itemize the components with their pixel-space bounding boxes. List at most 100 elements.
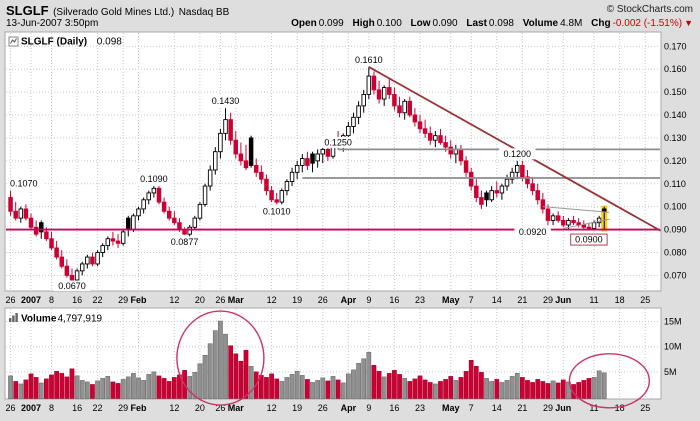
x-axis-label: 26 [6, 295, 16, 305]
price-axis-label: 0.090 [664, 225, 687, 235]
x-axis-label: 29 [118, 295, 128, 305]
volume-bar [520, 377, 525, 399]
x-axis-label: 11 [589, 403, 598, 413]
x-axis-label: 19 [292, 403, 302, 413]
exchange-name: Nasdaq BB [178, 7, 230, 18]
price-annotation: 0.0670 [58, 281, 86, 291]
candle-body [520, 164, 525, 178]
volume-bar [238, 361, 244, 399]
candle-body [146, 192, 151, 201]
candle-body [540, 199, 546, 210]
candle-body [479, 197, 484, 205]
price-axis-label: 0.150 [664, 87, 687, 97]
price-axis-label: 0.110 [664, 179, 686, 189]
candle-body [95, 252, 100, 265]
volume-bar [591, 377, 597, 399]
candle-body [54, 247, 59, 258]
x-axis-label: 18 [615, 295, 625, 305]
volume-axis-label: 10M [664, 342, 682, 352]
price-panel-label: SLGLF (Daily) [21, 37, 87, 48]
volume-bar [412, 378, 418, 399]
volume-bar [84, 381, 90, 399]
price-annotation: 0.1200 [503, 149, 531, 159]
volume-bar [443, 379, 448, 399]
candle-body [566, 219, 571, 226]
candle-body [402, 100, 407, 114]
company-name: (Silverado Gold Mines Ltd.) [53, 7, 175, 18]
volume-bar [207, 343, 213, 399]
x-axis-label: 7 [469, 403, 474, 413]
candle-body [187, 226, 192, 235]
price-annotation: 0.1090 [140, 174, 168, 184]
volume-bar [376, 371, 382, 399]
icon-bar [9, 318, 12, 322]
annotation-box [207, 95, 244, 107]
volume-panel-label: Volume [21, 314, 57, 325]
x-axis-label: 26 [215, 403, 225, 413]
volume-bar [463, 371, 469, 399]
volume-bar [484, 378, 489, 399]
volume-bar [555, 382, 561, 399]
price-plot: 0.1070 0.0670 0.1090 0.0877 0.1430 0.1010 0.16… [6, 33, 661, 291]
volume-label: Volume [522, 18, 559, 29]
volume-bar [110, 381, 116, 399]
volume-bar [427, 382, 433, 399]
candle-body [602, 208, 607, 212]
candle-body [39, 222, 44, 233]
x-axis-label: 16 [389, 403, 399, 413]
price-panel [4, 31, 662, 292]
volume-bar [49, 374, 54, 399]
candle-body [228, 119, 233, 141]
x-axis-label: 25 [640, 295, 650, 305]
volume-bar [38, 382, 44, 399]
candle-body [320, 148, 326, 155]
x-axis-label: May [442, 295, 460, 305]
candle-body [515, 164, 520, 173]
chg-value: -0.002 (-1.51%) [612, 18, 683, 29]
volume-bar [310, 382, 315, 399]
candle-body [74, 270, 80, 281]
volume-bar [504, 380, 510, 399]
quote-datetime: 13-Jun-2007 3:50pm [6, 18, 99, 29]
volume-bar [156, 375, 162, 399]
candle-body [100, 245, 105, 253]
x-axis-label: 21 [517, 403, 527, 413]
volume-bar [330, 376, 336, 399]
candle-body [366, 75, 372, 95]
candle-body [59, 256, 64, 267]
volume-bar [514, 373, 520, 399]
candle-body [274, 199, 279, 203]
x-axis-label: 23 [415, 295, 425, 305]
volume-bar [243, 349, 249, 399]
x-axis-label: 26 [6, 403, 16, 413]
candle-body [392, 93, 397, 107]
volume-bar [59, 373, 65, 399]
volume-bar [44, 378, 49, 399]
candle-body [315, 153, 320, 162]
volume-bar [560, 379, 566, 399]
candle-body [356, 105, 361, 118]
candle-body [417, 121, 423, 130]
volume-bar [228, 345, 233, 399]
volume-panel-value: 4,797,919 [58, 314, 103, 325]
volume-bar [13, 381, 19, 399]
x-axis-label: Apr [341, 295, 357, 305]
candle-body [494, 190, 500, 194]
candle-body [427, 132, 433, 141]
candle-body [238, 153, 244, 162]
candle-body [346, 126, 351, 137]
volume-bar [494, 379, 500, 399]
wedge-lower [563, 218, 610, 229]
candle-body [525, 176, 530, 185]
candle-body [443, 142, 448, 148]
candle-body [561, 219, 566, 226]
volume-circle-annotation [568, 353, 650, 409]
price-annotation: 0.1430 [212, 96, 240, 106]
volume-bar [136, 377, 141, 399]
annotation-box [166, 236, 203, 248]
volume-bar [212, 330, 218, 399]
volume-bar [346, 373, 351, 399]
candle-body [387, 87, 392, 95]
